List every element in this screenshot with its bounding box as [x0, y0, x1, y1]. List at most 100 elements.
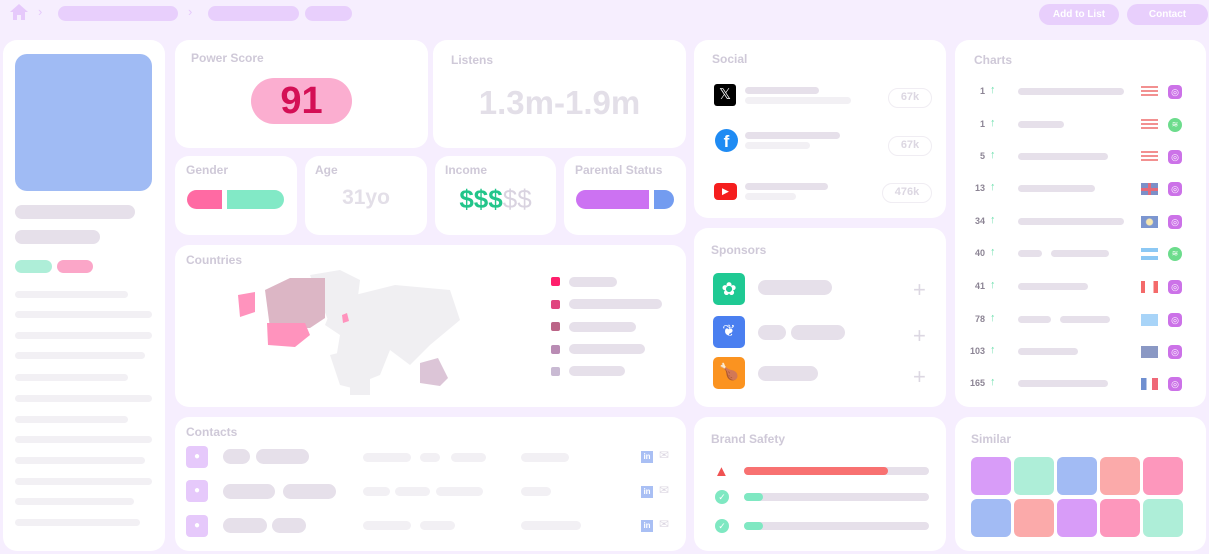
legend-swatch: [551, 345, 560, 354]
profile-card: [3, 40, 165, 551]
linkedin-icon[interactable]: in: [641, 486, 653, 498]
legend-swatch: [551, 277, 560, 286]
x-icon[interactable]: 𝕏: [714, 84, 736, 106]
mail-icon[interactable]: ✉: [659, 483, 670, 497]
country-uk: [342, 313, 349, 323]
legend-swatch: [551, 322, 560, 331]
arrow-up-icon: ↑: [990, 246, 996, 258]
breadcrumb-item[interactable]: [58, 6, 178, 21]
parental-bar-a: [576, 190, 649, 209]
check-icon: ✓: [715, 519, 729, 533]
apple-podcasts-icon: ◎: [1168, 313, 1182, 327]
check-icon: ✓: [715, 490, 729, 504]
similar-podcast-tile[interactable]: [1143, 457, 1183, 495]
flag-ca-icon: [1141, 281, 1158, 293]
follower-count: 67k: [888, 88, 932, 108]
apple-podcasts-icon: ◎: [1168, 182, 1182, 196]
card-title: Contacts: [186, 425, 238, 439]
arrow-up-icon: ↑: [990, 344, 996, 356]
breadcrumb-item[interactable]: [208, 6, 299, 21]
flag-fr-icon: [1141, 378, 1158, 390]
add-sponsor-button[interactable]: +: [913, 364, 926, 389]
chart-rank: 78: [974, 314, 985, 324]
countries-card: Countries: [175, 245, 686, 407]
similar-podcast-tile[interactable]: [1143, 499, 1183, 537]
chart-rank: 40: [974, 248, 985, 258]
add-sponsor-button[interactable]: +: [913, 277, 926, 302]
profile-image: [15, 54, 152, 191]
country-alaska: [238, 292, 255, 317]
card-title: Sponsors: [711, 243, 767, 257]
sponsors-card: Sponsors ✿ + ❦ + 🍗 +: [694, 228, 946, 407]
warning-icon: ▲: [714, 463, 729, 480]
linkedin-icon[interactable]: in: [641, 451, 653, 463]
income-card: Income $$$$$: [435, 156, 556, 235]
tag: [57, 260, 93, 273]
card-title: Similar: [971, 432, 1012, 446]
flag-gb-icon: [1141, 183, 1158, 195]
sponsor-logo-flower: ✿: [713, 273, 745, 305]
income-filled: $$$: [459, 184, 503, 214]
arrow-up-icon: ↑: [990, 376, 996, 388]
tag: [15, 260, 52, 273]
chart-rank: 13: [974, 183, 985, 193]
chart-rank: 165: [969, 378, 985, 388]
mail-icon[interactable]: ✉: [659, 517, 670, 531]
card-title: Charts: [974, 53, 1013, 67]
sponsor-logo-lotus: ❦: [713, 316, 745, 348]
similar-podcast-tile[interactable]: [1057, 499, 1097, 537]
power-score-badge: 91: [251, 78, 352, 124]
age-value: 31yo: [342, 186, 390, 209]
card-title: Gender: [186, 163, 229, 177]
avatar: ●: [186, 480, 208, 502]
spotify-icon: ≋: [1168, 247, 1182, 261]
card-title: Social: [712, 52, 748, 66]
home-icon[interactable]: [9, 3, 29, 21]
add-to-list-button[interactable]: Add to List: [1039, 4, 1119, 25]
listens-value: 1.3m-1.9m: [478, 84, 641, 121]
contacts-card: Contacts ● in ✉ ● in ✉ ● in ✉: [175, 417, 686, 551]
flag-us-icon: [1141, 86, 1158, 98]
youtube-icon[interactable]: ▶: [714, 183, 737, 200]
arrow-up-icon: ↑: [990, 279, 996, 291]
gender-bar-male: [227, 190, 284, 209]
arrow-up-icon: ↑: [990, 214, 996, 226]
flag-us-icon: [1141, 119, 1158, 131]
power-score-card: Power Score 91: [175, 40, 428, 148]
apple-podcasts-icon: ◎: [1168, 280, 1182, 294]
similar-podcast-tile[interactable]: [1057, 457, 1097, 495]
listens-card: Listens 1.3m-1.9m: [433, 40, 686, 148]
apple-podcasts-icon: ◎: [1168, 85, 1182, 99]
similar-podcast-tile[interactable]: [1100, 499, 1140, 537]
similar-podcast-tile[interactable]: [971, 457, 1011, 495]
parental-bar-b: [654, 190, 674, 209]
card-title: Power Score: [191, 51, 264, 65]
gender-card: Gender: [175, 156, 297, 235]
similar-podcast-tile[interactable]: [1014, 499, 1054, 537]
risk-bar: [744, 467, 929, 475]
similar-podcast-tile[interactable]: [1014, 457, 1054, 495]
flag-bz-icon: [1141, 216, 1158, 228]
brand-safety-card: Brand Safety ▲ ✓ ✓: [694, 417, 946, 551]
similar-podcast-tile[interactable]: [1100, 457, 1140, 495]
chevron-right-icon: ›: [188, 4, 193, 19]
country-australia: [420, 358, 448, 386]
arrow-up-icon: ↑: [990, 149, 996, 161]
chart-rank: 1: [979, 119, 985, 129]
add-sponsor-button[interactable]: +: [913, 323, 926, 348]
similar-podcast-tile[interactable]: [971, 499, 1011, 537]
linkedin-icon[interactable]: in: [641, 520, 653, 532]
mail-icon[interactable]: ✉: [659, 448, 670, 462]
card-title: Brand Safety: [711, 432, 786, 446]
risk-bar: [744, 522, 929, 530]
risk-bar: [744, 493, 929, 501]
follower-count: 476k: [882, 183, 932, 203]
card-title: Income: [445, 163, 488, 177]
breadcrumb-item[interactable]: [305, 6, 352, 21]
card-title: Age: [315, 163, 338, 177]
facebook-icon[interactable]: f: [715, 129, 738, 152]
spotify-icon: ≋: [1168, 118, 1182, 132]
contact-button[interactable]: Contact: [1127, 4, 1208, 25]
avatar: ●: [186, 446, 208, 468]
flag-lc-icon: [1141, 314, 1158, 326]
